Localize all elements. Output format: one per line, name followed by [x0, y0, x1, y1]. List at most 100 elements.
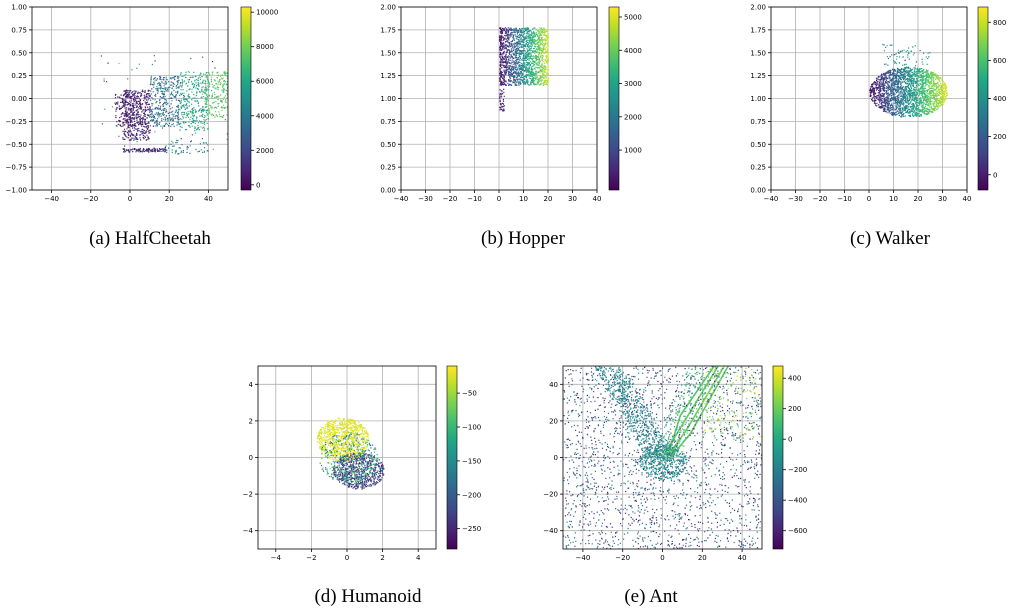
scatter-point-group	[353, 470, 355, 472]
scatter-point-group	[533, 43, 535, 45]
scatter-point-group	[156, 78, 158, 110]
scatter-point-group	[926, 113, 928, 115]
scatter-point-group	[901, 71, 914, 117]
scatter-points	[499, 27, 550, 112]
scatter-point-group	[520, 68, 528, 71]
colorbar-tick-label: 400	[993, 95, 1006, 103]
scatter-point-group	[710, 418, 712, 421]
subplot-0: −40 −20 0 20 40 −1.00 −0.75 −0.50 −0.25 0.00 0.25 0…	[6, 4, 279, 204]
scatter-point-group	[507, 32, 512, 51]
scatter-point-group	[588, 366, 750, 549]
scatter-point-group	[358, 465, 360, 467]
scatter-point-group	[874, 81, 878, 89]
scatter-point-group	[500, 108, 505, 111]
scatter-point-group	[534, 68, 536, 70]
scatter-point-group	[891, 95, 893, 97]
scatter-point-group	[547, 33, 549, 35]
y-tick-label: −0.25	[6, 118, 27, 126]
x-tick-label: 30	[938, 195, 947, 203]
scatter-points	[869, 43, 949, 118]
scatter-point-group	[534, 57, 536, 59]
scatter-point-group	[703, 377, 705, 379]
scatter-point-group	[125, 96, 127, 98]
scatter-point-group	[542, 76, 544, 78]
scatter-point-group	[902, 75, 915, 111]
scatter-point-group	[873, 91, 880, 102]
scatter-point-group	[940, 91, 942, 93]
scatter-point-group	[500, 38, 503, 40]
x-tick-label: −20	[615, 554, 630, 562]
scatter-point-group	[572, 377, 755, 549]
x-tick-label: 20	[914, 195, 923, 203]
colorbar	[977, 6, 989, 191]
colorbar-tick-label: 0	[256, 181, 260, 189]
scatter-point-group	[341, 471, 343, 473]
scatter-point-group	[603, 513, 605, 515]
scatter-point-group	[215, 72, 225, 85]
scatter-point-group	[514, 54, 516, 56]
scatter-point-group	[946, 87, 948, 89]
scatter-point-group	[678, 436, 680, 438]
scatter-point-group	[378, 462, 380, 464]
scatter-point-group	[530, 83, 532, 85]
scatter-point-group	[880, 95, 885, 107]
scatter-point-group	[731, 426, 733, 428]
scatter-point-group	[545, 51, 548, 59]
scatter-point-group	[536, 41, 538, 44]
scatter-point-group	[118, 92, 153, 151]
scatter-point-group	[584, 390, 716, 514]
caption-ant: (e) Ant	[624, 586, 678, 607]
scatter-point-group	[180, 102, 182, 105]
y-tick-label: −20	[543, 491, 558, 499]
scatter-point-group	[689, 417, 691, 419]
scatter-point-group	[604, 377, 751, 539]
scatter-point-group	[500, 29, 503, 98]
scatter-point-group	[721, 398, 723, 400]
scatter-point-group	[532, 35, 538, 79]
scatter-point-group	[940, 83, 946, 89]
x-tick-label: −40	[576, 554, 591, 562]
scatter-point-group	[527, 30, 532, 69]
scatter-point-group	[871, 81, 881, 104]
scatter-point-group	[541, 28, 545, 82]
scatter-point-group	[183, 114, 185, 116]
scatter-point-group	[891, 75, 903, 116]
scatter-point-group	[915, 71, 922, 111]
y-tick-label: −1.00	[6, 187, 27, 195]
scatter-point-group	[547, 57, 549, 59]
scatter-point-group	[743, 412, 745, 414]
scatter-point-group	[533, 81, 538, 85]
scatter-point-group	[710, 398, 712, 400]
scatter-point-group	[545, 71, 548, 75]
scatter-point-group	[194, 127, 196, 129]
scatter-point-group	[921, 77, 932, 89]
scatter-point-group	[880, 71, 890, 89]
scatter-point-group	[148, 97, 150, 100]
colorbar-tick-label: −150	[462, 457, 481, 465]
scatter-point-group	[534, 66, 542, 77]
scatter-point-group	[207, 78, 209, 80]
scatter-point-group	[539, 27, 544, 76]
scatter-point-group	[364, 466, 366, 468]
scatter-point-group	[530, 57, 535, 73]
scatter-point-group	[907, 73, 909, 75]
scatter-point-group	[538, 61, 540, 63]
scatter-point-group	[341, 474, 346, 478]
scatter-point-group	[381, 465, 383, 467]
scatter-point-group	[197, 77, 199, 79]
scatter-point-group	[153, 79, 180, 125]
x-tick-label: 30	[568, 195, 577, 203]
scatter-point-group	[928, 82, 937, 107]
scatter-point-group	[503, 77, 505, 79]
scatter-point-group	[918, 67, 928, 115]
colorbar-tick-label: 6000	[256, 78, 274, 86]
x-tick-label: 0	[128, 195, 132, 203]
scatter-point-group	[216, 87, 218, 89]
scatter-point-group	[877, 84, 879, 86]
scatter-point-group	[896, 56, 926, 111]
scatter-point-group	[502, 102, 504, 104]
scatter-point-group	[706, 419, 709, 421]
scatter-point-group	[883, 77, 889, 89]
colorbar	[446, 365, 458, 550]
scatter-point-group	[499, 106, 501, 108]
